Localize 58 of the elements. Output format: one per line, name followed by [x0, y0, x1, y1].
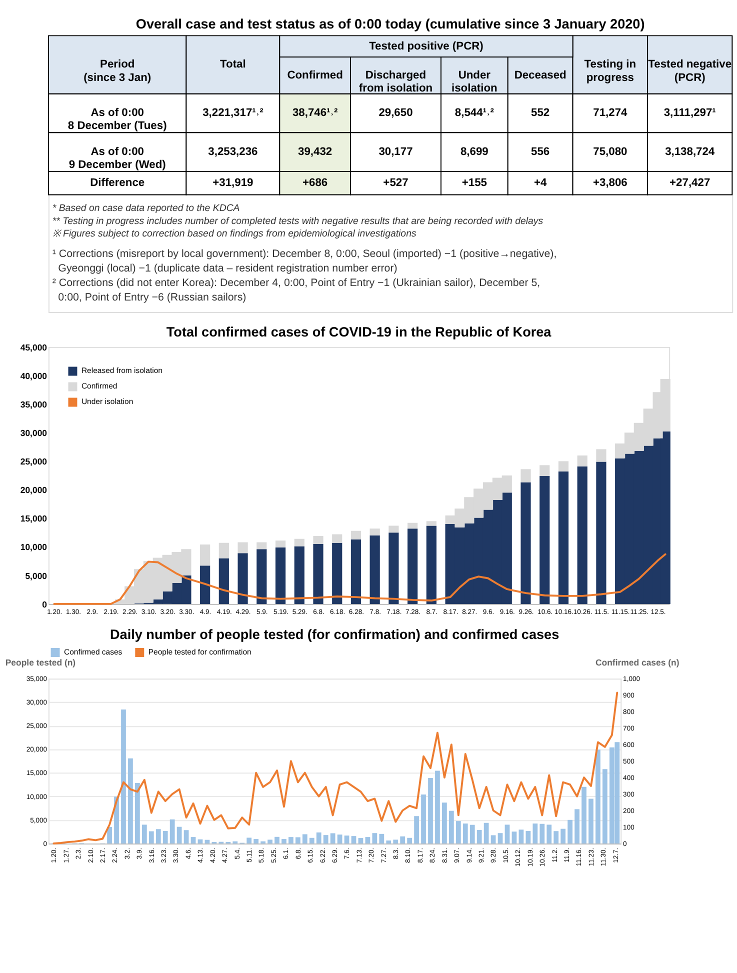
text: ※ Figures subject to correction based on findings from epidemiological investigations: [52, 228, 416, 240]
category-label: Confirmed: [287, 69, 344, 82]
text: 8,544¹˒²: [454, 107, 494, 120]
text: 38,746¹˒²: [292, 107, 338, 120]
legend-label: Confirmed: [81, 382, 118, 391]
text: +31,919: [212, 176, 254, 189]
legend-label: People tested for confirmation: [148, 647, 252, 656]
y-tick-label: 25,000: [20, 456, 48, 467]
text: +4: [534, 176, 547, 189]
chart-title: Daily number of people tested (for confirmation) and confirmed cases: [110, 626, 560, 642]
category-label: As of 0:00 8 December (Tues): [68, 107, 167, 132]
text: 8,699: [460, 146, 488, 158]
text: 75,080: [593, 146, 628, 158]
chart-title: Total confirmed cases of COVID-19 in the Republic of Korea: [166, 324, 552, 340]
text: +155: [462, 176, 487, 189]
text: 3,253,236: [208, 146, 258, 158]
text: Period (since 3 Jan): [84, 58, 152, 84]
y-tick-label: 5,000: [25, 570, 48, 581]
text: +527: [383, 176, 408, 189]
legend-label: Released from isolation: [81, 366, 162, 376]
y-tick-label: 40,000: [20, 370, 48, 381]
y-tick-label: 0: [42, 599, 48, 610]
text: Tested positive (PCR): [369, 40, 484, 52]
category-label: As of 0:00 9 December (Wed): [68, 146, 166, 172]
category-label: Difference: [90, 176, 145, 189]
text: 39,432: [298, 146, 332, 158]
legend-label: Confirmed cases: [64, 647, 122, 656]
text: 71,274: [593, 107, 628, 120]
text: Overall case and test status as of 0:00 today (cumulative since 3 January 2020): [136, 16, 645, 32]
text: 30,177: [378, 146, 413, 158]
y-tick-label: 35,000: [20, 399, 48, 410]
y-axis-title: People tested (n): [5, 658, 76, 668]
category-label: Under isolation: [452, 69, 498, 94]
text: 3,111,297¹: [664, 107, 716, 120]
text: ** Testing in progress includes number of completed tests with negative results that are being recorded with delays: [52, 216, 544, 227]
text: 3,138,724: [665, 146, 715, 158]
y-tick-label: 20,000: [20, 485, 48, 496]
category-label: Tested negative (PCR): [648, 58, 732, 84]
category-label: Discharged from isolation: [358, 69, 433, 94]
y-tick-label: 15,000: [20, 514, 48, 524]
text: +3,806: [592, 176, 628, 189]
text: 29,650: [378, 107, 413, 120]
category-label: Testing in progress: [584, 58, 636, 84]
text: 3,221,317¹˒²: [202, 107, 264, 120]
y-tick-label: 30,000: [20, 428, 48, 438]
legend-label: Under isolation: [81, 397, 134, 406]
text: ² Corrections (did not enter Korea): December 4, 0:00, Point of Entry −1 (Ukrainian sailor), December 5, 0:00, Point of Entry −6 (Russian sailors): [52, 276, 540, 304]
text: 552: [531, 107, 550, 120]
category-label: Deceased: [514, 69, 567, 82]
text: ¹ Corrections (misreport by local government): December 8, 0:00, Seoul (imported) −1 (positive→negative), Gyeonggi (local) −1 (duplicate data – resident registration number error): [52, 248, 557, 274]
text: +686: [302, 176, 328, 189]
text: +27,427: [670, 176, 710, 189]
y2-axis-title: Confirmed cases (n): [595, 658, 680, 668]
text: * Based on case data reported to the KDCA: [52, 203, 240, 214]
text: 556: [531, 146, 550, 158]
y-tick-label: 10,000: [20, 542, 48, 552]
category-label: Total: [220, 58, 246, 71]
y-tick-label: 45,000: [20, 342, 48, 352]
